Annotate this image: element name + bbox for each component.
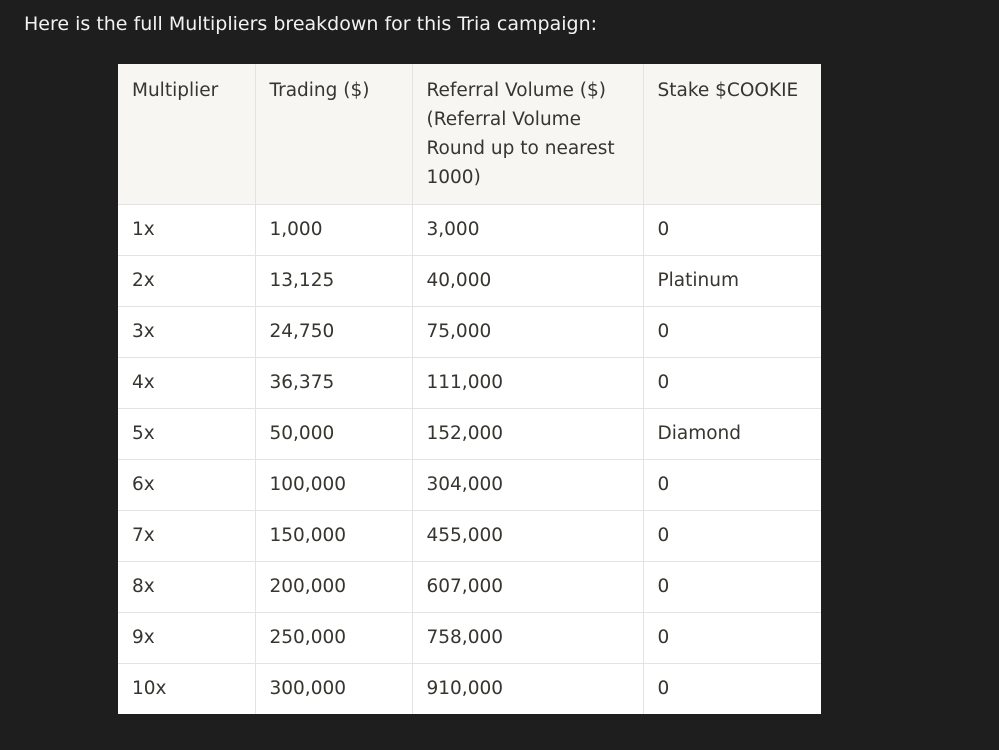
cell-multiplier: 5x <box>118 407 256 460</box>
cell-referral-volume: 758,000 <box>411 611 644 664</box>
cell-trading: 24,750 <box>254 305 413 358</box>
header-referral-volume: Referral Volume ($) (Referral Volume Rou… <box>411 64 644 205</box>
cell-stake-cookie: 0 <box>642 305 821 358</box>
table-row: 1x 1,000 3,000 0 <box>118 203 821 256</box>
table-row: 9x 250,000 758,000 0 <box>118 611 821 664</box>
table-header-row: Multiplier Trading ($) Referral Volume (… <box>118 64 821 205</box>
cell-multiplier: 8x <box>118 560 256 613</box>
table-row: 6x 100,000 304,000 0 <box>118 458 821 511</box>
cell-multiplier: 7x <box>118 509 256 562</box>
cell-stake-cookie: Platinum <box>642 254 821 307</box>
cell-trading: 1,000 <box>254 203 413 256</box>
header-stake-cookie: Stake $COOKIE <box>642 64 821 205</box>
cell-stake-cookie: 0 <box>642 611 821 664</box>
cell-referral-volume: 910,000 <box>411 662 644 714</box>
cell-stake-cookie: 0 <box>642 356 821 409</box>
cell-stake-cookie: 0 <box>642 662 821 714</box>
table-row: 8x 200,000 607,000 0 <box>118 560 821 613</box>
cell-trading: 250,000 <box>254 611 413 664</box>
cell-referral-volume: 75,000 <box>411 305 644 358</box>
header-trading: Trading ($) <box>254 64 413 205</box>
cell-multiplier: 10x <box>118 662 256 714</box>
cell-referral-volume: 304,000 <box>411 458 644 511</box>
cell-trading: 100,000 <box>254 458 413 511</box>
cell-referral-volume: 607,000 <box>411 560 644 613</box>
cell-stake-cookie: 0 <box>642 560 821 613</box>
multipliers-table: Multiplier Trading ($) Referral Volume (… <box>118 64 821 714</box>
cell-stake-cookie: 0 <box>642 509 821 562</box>
cell-trading: 200,000 <box>254 560 413 613</box>
cell-stake-cookie: 0 <box>642 203 821 256</box>
table-row: 5x 50,000 152,000 Diamond <box>118 407 821 460</box>
cell-referral-volume: 40,000 <box>411 254 644 307</box>
cell-multiplier: 9x <box>118 611 256 664</box>
multipliers-table-container: Multiplier Trading ($) Referral Volume (… <box>118 64 821 714</box>
cell-multiplier: 1x <box>118 203 256 256</box>
cell-trading: 36,375 <box>254 356 413 409</box>
cell-stake-cookie: 0 <box>642 458 821 511</box>
header-multiplier: Multiplier <box>118 64 256 205</box>
cell-referral-volume: 455,000 <box>411 509 644 562</box>
intro-text: Here is the full Multipliers breakdown f… <box>24 13 598 35</box>
table-row: 3x 24,750 75,000 0 <box>118 305 821 358</box>
cell-stake-cookie: Diamond <box>642 407 821 460</box>
cell-trading: 13,125 <box>254 254 413 307</box>
cell-trading: 150,000 <box>254 509 413 562</box>
cell-trading: 300,000 <box>254 662 413 714</box>
cell-trading: 50,000 <box>254 407 413 460</box>
table-row: 7x 150,000 455,000 0 <box>118 509 821 562</box>
cell-multiplier: 6x <box>118 458 256 511</box>
table-row: 4x 36,375 111,000 0 <box>118 356 821 409</box>
cell-referral-volume: 3,000 <box>411 203 644 256</box>
cell-multiplier: 3x <box>118 305 256 358</box>
cell-multiplier: 2x <box>118 254 256 307</box>
cell-referral-volume: 152,000 <box>411 407 644 460</box>
cell-referral-volume: 111,000 <box>411 356 644 409</box>
cell-multiplier: 4x <box>118 356 256 409</box>
table-row: 10x 300,000 910,000 0 <box>118 662 821 714</box>
table-row: 2x 13,125 40,000 Platinum <box>118 254 821 307</box>
